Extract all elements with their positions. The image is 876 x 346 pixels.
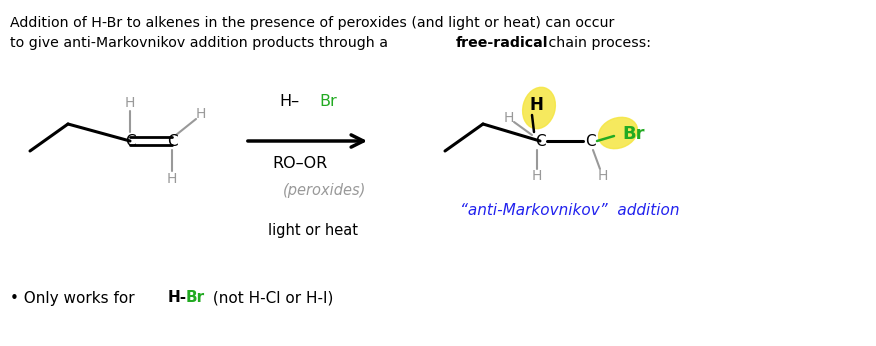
Text: (not H-Cl or H-I): (not H-Cl or H-I)	[208, 291, 334, 306]
Text: RO–OR: RO–OR	[272, 155, 328, 171]
Text: H: H	[532, 169, 542, 183]
Text: H: H	[597, 169, 608, 183]
Text: H: H	[124, 96, 135, 110]
Text: to give anti-Markovnikov addition products through a: to give anti-Markovnikov addition produc…	[10, 36, 392, 50]
Text: Addition of H-Br to alkenes in the presence of peroxides (and light or heat) can: Addition of H-Br to alkenes in the prese…	[10, 16, 614, 30]
Text: Br: Br	[320, 93, 337, 109]
Text: light or heat: light or heat	[267, 224, 357, 238]
Text: H: H	[504, 111, 514, 125]
Text: C: C	[534, 134, 546, 148]
Ellipse shape	[523, 87, 555, 129]
Text: C: C	[584, 134, 596, 148]
Text: H: H	[166, 172, 177, 186]
Text: chain process:: chain process:	[543, 36, 651, 50]
Text: free-radical: free-radical	[456, 36, 548, 50]
Text: Br: Br	[186, 291, 205, 306]
Text: Br: Br	[623, 125, 646, 143]
Text: H–: H–	[279, 93, 300, 109]
Text: C: C	[166, 134, 177, 148]
Text: C: C	[124, 134, 135, 148]
Text: H-: H-	[167, 291, 187, 306]
Text: H: H	[529, 96, 543, 114]
Text: “anti-Markovnikov”  addition: “anti-Markovnikov” addition	[460, 203, 680, 219]
Ellipse shape	[598, 117, 638, 149]
Text: H: H	[196, 107, 206, 121]
Text: (peroxides): (peroxides)	[282, 183, 366, 199]
Text: • Only works for: • Only works for	[10, 291, 139, 306]
